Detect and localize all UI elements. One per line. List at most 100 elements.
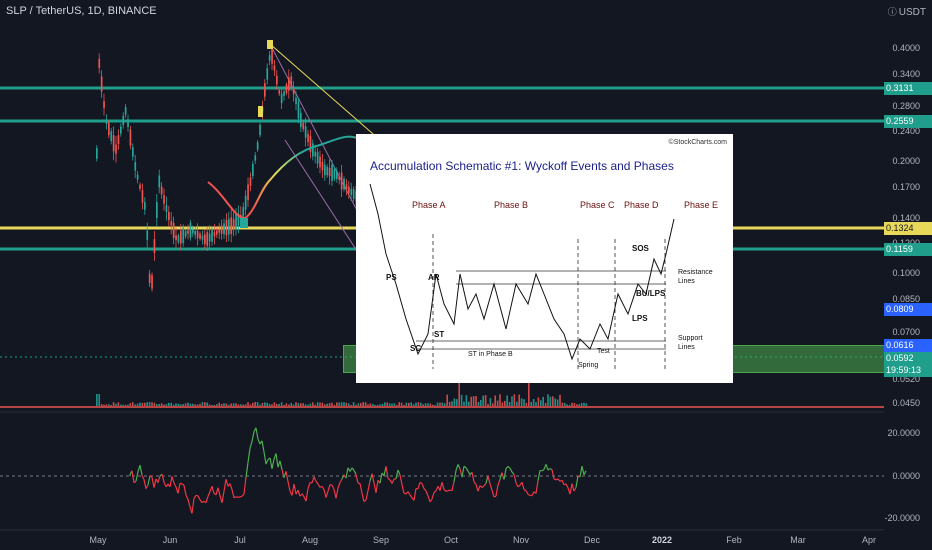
volume-bar	[110, 405, 112, 406]
candle-body	[180, 231, 182, 244]
volume-bar	[338, 403, 340, 406]
oscillator-segment	[554, 479, 556, 480]
candle-body	[247, 185, 249, 200]
candle-body	[108, 123, 110, 135]
volume-bar	[451, 401, 453, 406]
oscillator-segment	[308, 483, 310, 489]
candle-body	[206, 232, 208, 246]
volume-bar	[106, 404, 108, 406]
volume-bar	[286, 403, 288, 406]
volume-bar	[470, 397, 472, 406]
volume-bar	[170, 403, 172, 406]
candle-body	[151, 275, 153, 288]
volume-bar	[271, 404, 273, 406]
volume-bar	[490, 398, 492, 406]
volume-bar	[310, 404, 312, 406]
oscillator-segment	[324, 490, 326, 498]
volume-bar	[379, 404, 381, 406]
price-tag: 0.0809	[884, 303, 932, 316]
candle-body	[276, 76, 278, 85]
volume-bar	[199, 404, 201, 406]
volume-bar	[252, 403, 254, 406]
volume-bar	[353, 402, 355, 406]
volume-bar	[422, 404, 424, 406]
volume-bar	[427, 403, 429, 406]
volume-bar	[221, 404, 223, 406]
oscillator-segment	[272, 459, 274, 468]
oscillator-segment	[312, 477, 314, 483]
candle-body	[230, 217, 232, 234]
price-axis-label: 0.1000	[860, 268, 920, 278]
oscillator-segment	[208, 492, 210, 497]
oscillator-segment	[182, 484, 184, 486]
oscillator-segment	[386, 466, 388, 478]
volume-bar	[216, 404, 218, 406]
volume-bar	[132, 402, 134, 406]
candle-body	[223, 223, 225, 233]
event-ar: AR	[428, 273, 440, 282]
volume-bar	[298, 403, 300, 406]
price-axis-label: 0.2800	[860, 101, 920, 111]
volume-bar	[194, 404, 196, 406]
volume-bar	[449, 402, 451, 406]
candle-body	[187, 230, 189, 233]
volume-bar	[125, 405, 127, 406]
candle-body	[115, 145, 117, 154]
oscillator-segment	[474, 482, 476, 485]
oscillator-line	[130, 428, 586, 514]
oscillator-segment	[542, 470, 544, 471]
candle-body	[257, 142, 259, 149]
oscillator-segment	[258, 439, 260, 444]
oscillator-segment	[152, 477, 154, 487]
oscillator-segment	[492, 490, 494, 497]
oscillator-segment	[154, 479, 156, 488]
candle-body	[278, 90, 280, 93]
oscillator-segment	[266, 460, 268, 464]
volume-bar	[559, 395, 561, 406]
candle-body	[156, 202, 158, 218]
candle-body	[254, 155, 256, 160]
oscillator-segment	[206, 496, 208, 502]
volume-bar	[514, 394, 516, 406]
volume-bar	[142, 403, 144, 406]
volume-bar	[331, 403, 333, 406]
oscillator-segment	[552, 470, 554, 479]
oscillator-segment	[212, 486, 214, 493]
volume-bar	[574, 403, 576, 406]
volume-bar	[446, 395, 448, 406]
volume-bar	[358, 403, 360, 406]
volume-bar	[254, 402, 256, 406]
candle-body	[168, 212, 170, 220]
oscillator-segment	[548, 469, 550, 470]
oscillator-segment	[142, 475, 144, 480]
candle-body	[182, 228, 184, 243]
volume-bar	[396, 405, 398, 406]
oscillator-segment	[580, 466, 582, 477]
volume-bar	[274, 402, 276, 406]
volume-bar	[283, 405, 285, 406]
oscillator-segment	[246, 462, 248, 477]
volume-bar	[521, 398, 523, 406]
candle-body	[283, 91, 285, 95]
oscillator-segment	[392, 479, 394, 483]
oscillator-segment	[418, 482, 420, 489]
oscillator-segment	[180, 483, 182, 484]
oscillator-segment	[280, 461, 282, 470]
volume-bar	[185, 403, 187, 406]
volume-bar	[348, 403, 350, 406]
oscillator-segment	[476, 485, 478, 492]
volume-bar	[290, 403, 292, 406]
volume-bar	[581, 403, 583, 406]
countdown-tag: 19:59:13	[884, 364, 932, 377]
volume-bar	[562, 403, 564, 406]
volume-bar	[346, 403, 348, 406]
oscillator-segment	[550, 469, 552, 470]
oscillator-segment	[526, 491, 528, 495]
oscillator-segment	[388, 478, 390, 479]
volume-bar	[175, 403, 177, 406]
oscillator-segment	[250, 441, 252, 448]
volume-bar	[173, 405, 175, 406]
candle-body	[178, 236, 180, 243]
oscillator-segment	[522, 482, 524, 489]
event-test: Test	[597, 348, 610, 355]
